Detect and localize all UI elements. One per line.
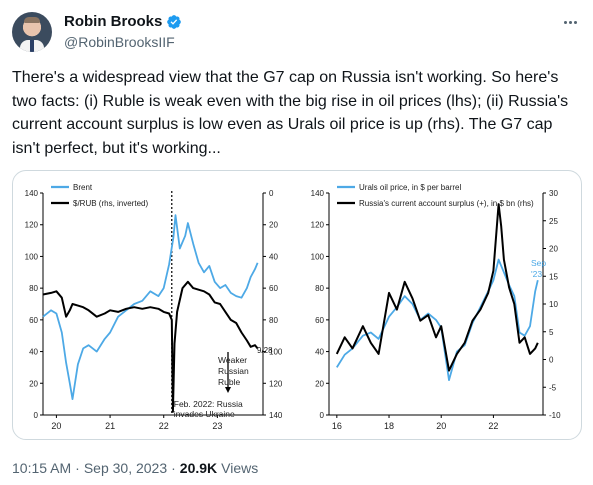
chart-right-tick-label: 5 bbox=[549, 328, 554, 337]
chart-right-tick-label: 25 bbox=[549, 217, 558, 226]
chart-annotation-event: Feb. 2022: Russia bbox=[174, 399, 243, 409]
views-label: Views bbox=[221, 460, 259, 476]
chart-right-tick-label: 10 bbox=[549, 300, 558, 309]
chart-left-tick-label: 140 bbox=[311, 189, 325, 198]
chart-left-tick-label: 100 bbox=[25, 252, 39, 261]
chart-left-tick-label: 100 bbox=[311, 252, 325, 261]
meta-separator: · bbox=[171, 460, 176, 476]
chart-right-tick-label: 80 bbox=[269, 316, 278, 325]
tweet-meta: 10:15 AM · Sep 30, 2023 · 20.9K Views bbox=[12, 460, 258, 476]
chart-x-tick-label: 21 bbox=[105, 421, 115, 431]
chart-right-tick-label: -5 bbox=[549, 383, 557, 392]
tweet-date[interactable]: Sep 30, 2023 bbox=[83, 460, 168, 476]
author-name[interactable]: Robin Brooks bbox=[64, 13, 163, 30]
chart-series-blue bbox=[336, 258, 539, 382]
chart-annotation-weaker-ruble: Weaker bbox=[218, 355, 247, 365]
chart-series-black bbox=[335, 203, 539, 372]
chart-x-tick-label: 22 bbox=[488, 421, 498, 431]
chart-right-tick-label: 15 bbox=[549, 272, 558, 281]
tweet-media-chart[interactable]: 0 20 40 60 80 100 120 140 0 20 40 60 80 100 120 140 20 21… bbox=[12, 170, 582, 440]
chart-left-tick-label: 60 bbox=[315, 316, 324, 325]
chart-x-tick-label: 16 bbox=[332, 421, 342, 431]
chart-right-tick-label: 30 bbox=[549, 189, 558, 198]
chart-right-tick-label: 120 bbox=[269, 379, 283, 388]
chart-right-tick-label: 40 bbox=[269, 252, 278, 261]
chart-left-tick-label: 120 bbox=[311, 221, 325, 230]
author-row: Robin Brooks bbox=[64, 13, 182, 30]
chart-annotation-arrowhead bbox=[225, 387, 231, 393]
chart-x-tick-label: 20 bbox=[436, 421, 446, 431]
avatar[interactable] bbox=[12, 12, 52, 52]
chart-annotation-end-label: Sep bbox=[531, 258, 546, 268]
chart-left-tick-label: 40 bbox=[29, 348, 38, 357]
chart-right-tick-label: -10 bbox=[549, 411, 561, 420]
chart-right-tick-label: 0 bbox=[269, 189, 274, 198]
tweet-text: There's a widespread view that the G7 ca… bbox=[12, 69, 569, 157]
chart-x-tick-label: 18 bbox=[384, 421, 394, 431]
chart-left-tick-label: 40 bbox=[315, 348, 324, 357]
chart-left-tick-label: 0 bbox=[320, 411, 325, 420]
chart-annotation-weaker-ruble: Ruble bbox=[218, 377, 240, 387]
more-options-icon[interactable] bbox=[558, 12, 582, 32]
chart-left-tick-label: 60 bbox=[29, 316, 38, 325]
chart-x-tick-label: 20 bbox=[51, 421, 61, 431]
author-handle[interactable]: @RobinBrooksIIF bbox=[64, 34, 175, 50]
chart-series-black bbox=[42, 280, 259, 413]
chart-annotation-end-label: '23 bbox=[531, 269, 542, 279]
chart-left-tick-label: 0 bbox=[34, 411, 39, 420]
tweet-time[interactable]: 10:15 AM bbox=[12, 460, 72, 476]
meta-separator: · bbox=[75, 460, 80, 476]
chart-right-tick-label: 100 bbox=[269, 348, 283, 357]
chart-annotation-event: invades Ukraine bbox=[174, 409, 235, 419]
chart-series-blue bbox=[42, 214, 259, 401]
chart-annotation-end-date: 9/28 bbox=[257, 346, 273, 355]
chart-annotation-weaker-ruble: Russian bbox=[218, 366, 249, 376]
chart-right-tick-label: 20 bbox=[549, 245, 558, 254]
chart-right-tick-label: 0 bbox=[549, 356, 554, 365]
chart-left-tick-label: 20 bbox=[315, 379, 324, 388]
chart-left-tick-label: 140 bbox=[25, 189, 39, 198]
chart-legend-label: Urals oil price, in $ per barrel bbox=[359, 183, 461, 192]
chart-legend-label: $/RUB (rhs, inverted) bbox=[73, 199, 148, 208]
chart-legend-label: Brent bbox=[73, 183, 93, 192]
chart-x-tick-label: 22 bbox=[159, 421, 169, 431]
chart-legend-label: Russia's current account surplus (+), in… bbox=[359, 199, 534, 208]
views-count: 20.9K bbox=[179, 460, 218, 476]
chart-left-tick-label: 120 bbox=[25, 221, 39, 230]
chart-right-tick-label: 20 bbox=[269, 221, 278, 230]
chart-right-tick-label: 60 bbox=[269, 284, 278, 293]
chart-x-tick-label: 23 bbox=[212, 421, 222, 431]
chart-right-tick-label: 140 bbox=[269, 411, 283, 420]
chart-left-tick-label: 80 bbox=[315, 284, 324, 293]
verified-badge-icon bbox=[167, 14, 182, 29]
chart-left-tick-label: 20 bbox=[29, 379, 38, 388]
chart-left-tick-label: 80 bbox=[29, 284, 38, 293]
